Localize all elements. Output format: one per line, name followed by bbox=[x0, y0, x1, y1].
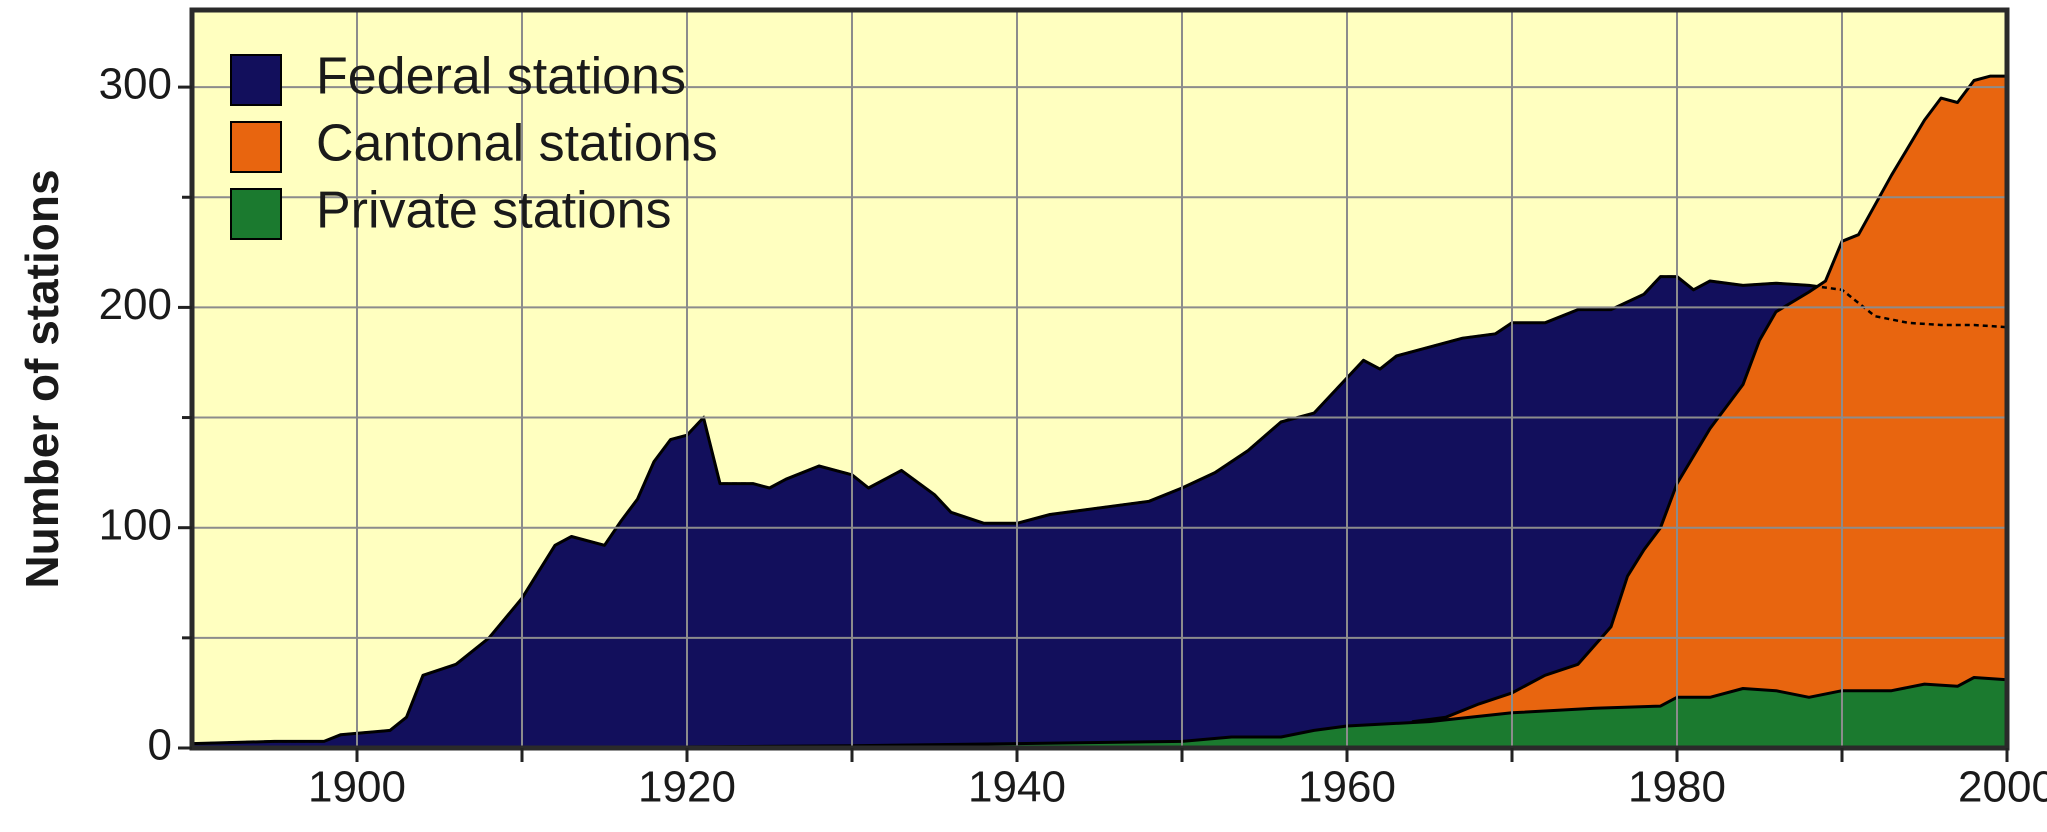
legend: Federal stations Cantonal stations Private… bbox=[230, 48, 718, 240]
x-tick-label: 2000 bbox=[1958, 763, 2047, 812]
legend-label: Private stations bbox=[316, 182, 672, 240]
y-tick-label: 200 bbox=[99, 280, 172, 329]
legend-swatch bbox=[230, 54, 282, 106]
legend-label: Cantonal stations bbox=[316, 115, 718, 173]
x-tick-label: 1960 bbox=[1298, 763, 1396, 812]
x-tick-label: 1920 bbox=[638, 763, 736, 812]
x-tick-label: 1980 bbox=[1628, 763, 1726, 812]
y-tick-label: 100 bbox=[99, 500, 172, 549]
x-tick-label: 1900 bbox=[308, 763, 406, 812]
legend-swatch bbox=[230, 121, 282, 173]
x-tick-label: 1940 bbox=[968, 763, 1066, 812]
legend-swatch bbox=[230, 188, 282, 240]
hidden-outline bbox=[191, 275, 2008, 745]
plot-border bbox=[189, 7, 2010, 751]
y-axis-title: Number of stations bbox=[16, 169, 68, 588]
y-tick-label: 0 bbox=[148, 721, 172, 770]
y-tick-label: 300 bbox=[99, 60, 172, 109]
legend-label: Federal stations bbox=[316, 48, 686, 106]
area bbox=[1411, 74, 2009, 750]
